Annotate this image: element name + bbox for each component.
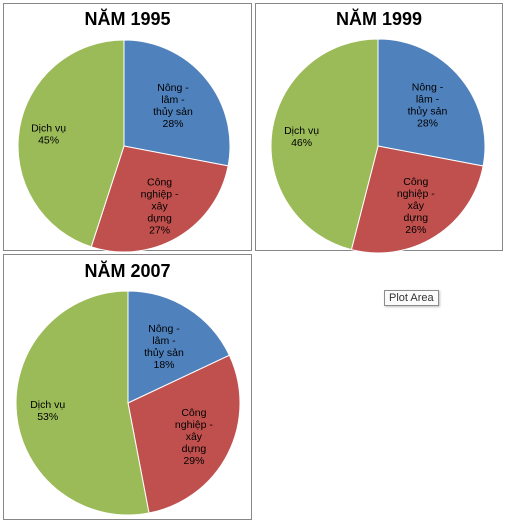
data-label-line: 45% <box>38 135 59 147</box>
pie-chart-1999: NĂM 1999 Nông -lâm -thủy sản 28% Công nghiệ… <box>255 3 504 254</box>
data-label-line: Công <box>403 176 428 188</box>
chart-title: NĂM 1999 <box>335 9 423 29</box>
data-label-line: 28% <box>162 118 183 130</box>
label-nong-lam-thuy-san: Nông -lâm -thủy sản 18% <box>144 323 184 371</box>
data-label-line: 18% <box>153 359 174 371</box>
label-nong-lam-thuy-san: Nông -lâm -thủy sản 28% <box>408 82 448 130</box>
data-label-line: Công <box>147 177 172 189</box>
data-label-line: Nông - <box>412 82 444 94</box>
slice-dich-vu[interactable] <box>15 290 150 516</box>
slice-cong-nghiep-xay-dung[interactable] <box>90 145 229 253</box>
data-label-line: lâm - <box>416 94 440 106</box>
label-cong-nghiep-xay-dung: Công nghiệp -xây dựng 29% <box>175 407 213 467</box>
data-label-line: xây <box>408 200 425 212</box>
pie-chart-2007: NĂM 2007 Nông -lâm -thủy sản 18% Công nghiệ… <box>3 254 252 520</box>
label-dich-vu: Dịch vụ 53% <box>30 399 65 423</box>
data-label-line: 46% <box>291 137 312 149</box>
plot-area-tooltip: Plot Area <box>384 290 439 306</box>
data-label-line: Nông - <box>148 323 180 335</box>
data-label-line: lâm - <box>161 94 185 106</box>
data-label-line: 29% <box>183 455 204 467</box>
label-cong-nghiep-xay-dung: Công nghiệp -xây dựng 27% <box>141 177 179 237</box>
label-nong-lam-thuy-san: Nông -lâm -thủy sản 28% <box>153 82 193 130</box>
data-label-line: xây <box>186 431 203 443</box>
label-dich-vu: Dịch vụ 45% <box>31 123 66 147</box>
chart-title: NĂM 1995 <box>84 9 171 29</box>
data-label-line: Công <box>181 407 206 419</box>
pie-plot-area[interactable]: Nông -lâm -thủy sản 28% Công nghiệp -xây dựn… <box>256 4 504 254</box>
slice-cong-nghiep-xay-dung[interactable] <box>350 145 484 254</box>
slice-nong-lam-thuy-san[interactable] <box>377 38 486 167</box>
slice-nong-lam-thuy-san[interactable] <box>123 39 231 167</box>
data-label-line: nghiệp - <box>175 419 213 431</box>
slice-nong-lam-thuy-san[interactable] <box>127 290 231 404</box>
data-label-line: dựng <box>147 213 172 225</box>
slice-dich-vu[interactable] <box>270 38 379 251</box>
data-label-line: Dịch vụ <box>30 399 65 411</box>
pie-plot-area[interactable]: Nông -lâm -thủy sản 28% Công nghiệp -xây dựn… <box>4 4 253 253</box>
label-cong-nghiep-xay-dung: Công nghiệp -xây dựng 26% <box>397 176 435 236</box>
data-label-line: 28% <box>417 118 438 130</box>
data-label-line: xây <box>151 201 168 213</box>
data-label-line: Dịch vụ <box>31 123 66 135</box>
data-label-line: 26% <box>405 224 426 236</box>
data-label-line: thủy sản <box>408 106 448 118</box>
data-label-line: 53% <box>37 411 58 423</box>
data-label-line: dựng <box>404 212 429 224</box>
slice-dich-vu[interactable] <box>17 39 125 248</box>
chart-title: NĂM 2007 <box>84 261 171 281</box>
data-label-line: 27% <box>149 225 170 237</box>
pie-chart-1995: NĂM 1995 Nông -lâm -thủy sản 28% Công nghiệ… <box>3 3 253 253</box>
data-label-line: thủy sản <box>144 347 184 359</box>
data-label-line: dựng <box>182 443 207 455</box>
data-label-line: Nông - <box>157 82 189 94</box>
slice-cong-nghiep-xay-dung[interactable] <box>127 354 241 514</box>
data-label-line: Dịch vụ <box>284 125 319 137</box>
data-label-line: nghiệp - <box>397 188 435 200</box>
label-dich-vu: Dịch vụ 46% <box>284 125 319 149</box>
data-label-line: thủy sản <box>153 106 193 118</box>
data-label-line: nghiệp - <box>141 189 179 201</box>
pie-plot-area[interactable]: Nông -lâm -thủy sản 18% Công nghiệp -xây dựn… <box>4 255 253 521</box>
data-label-line: lâm - <box>152 335 176 347</box>
